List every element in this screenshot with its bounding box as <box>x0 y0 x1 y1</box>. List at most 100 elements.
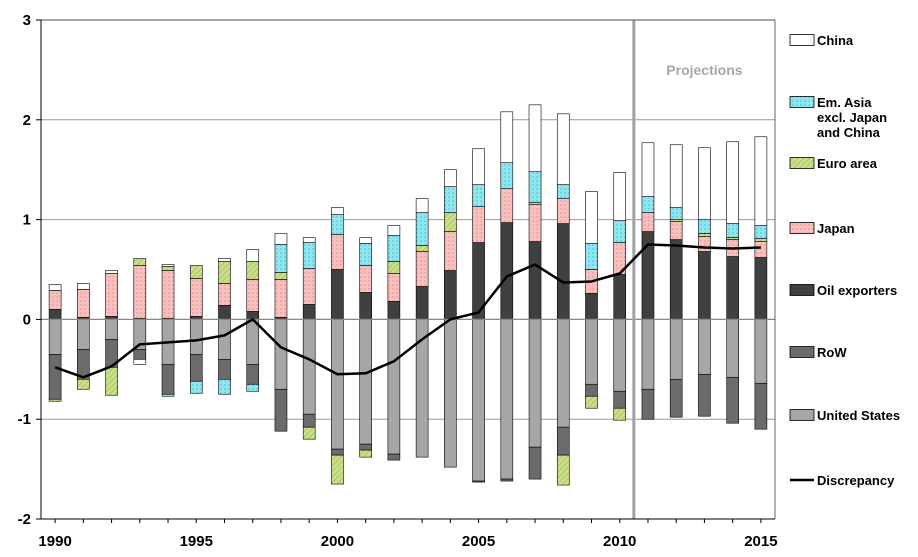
bar-china-1996 <box>218 258 231 262</box>
bar-em-asia-excl-japan-and-china-2003 <box>415 212 429 246</box>
projections-label: Projections <box>666 62 742 78</box>
bar-euro-area-1997 <box>246 261 260 280</box>
legend-label-united-states: United States <box>817 408 900 423</box>
bar-euro-area-1999 <box>302 426 316 440</box>
bar-china-1999 <box>302 237 316 243</box>
bar-japan-2007 <box>528 204 542 242</box>
bar-euro-area-2008 <box>556 454 570 486</box>
bar-em-asia-excl-japan-and-china-1997 <box>246 383 260 392</box>
bar-japan-1999 <box>302 268 316 305</box>
bar-euro-area-2002 <box>387 261 401 274</box>
bar-china-1997 <box>246 249 260 262</box>
x-tick-label-2005: 2005 <box>462 533 495 550</box>
bar-row-1996 <box>218 359 231 380</box>
legend-label-euro-area: Euro area <box>817 156 878 171</box>
bars <box>48 104 768 486</box>
bar-euro-area-1993 <box>133 258 147 266</box>
bar-em-asia-excl-japan-and-china-2011 <box>641 196 655 213</box>
bar-oil-exporters-2000 <box>331 269 344 320</box>
axes: -2 -1 0 1 2 3 1990 1995 2000 2005 2010 2015 <box>18 12 778 550</box>
bar-china-2012 <box>669 144 683 208</box>
bar-oil-exporters-2003 <box>415 286 429 320</box>
legend-label-discrepancy: Discrepancy <box>817 473 895 488</box>
legend-label-oil-exporters: Oil exporters <box>817 283 897 298</box>
bar-oil-exporters-2002 <box>387 301 401 320</box>
bar-row-2011 <box>641 388 655 420</box>
bar-euro-area-2004 <box>444 212 457 232</box>
bar-oil-exporters-2008 <box>556 223 570 320</box>
y-tick-label-1: 1 <box>23 212 31 229</box>
bar-united-states-2013 <box>698 319 711 375</box>
bar-euro-area-2000 <box>331 454 344 485</box>
legend-swatch-japan <box>789 222 815 234</box>
bar-em-asia-excl-japan-and-china-2006 <box>500 162 514 189</box>
bar-china-2007 <box>528 104 542 172</box>
bar-united-states-1990 <box>48 319 62 355</box>
bar-em-asia-excl-japan-and-china-2004 <box>444 186 457 213</box>
discrepancy-line-layer <box>54 243 761 379</box>
bar-oil-exporters-2009 <box>585 293 598 320</box>
bar-oil-exporters-2010 <box>613 274 627 320</box>
bar-em-asia-excl-japan-and-china-2005 <box>472 184 485 207</box>
bar-united-states-1992 <box>105 319 118 340</box>
bar-euro-area-2001 <box>359 449 372 458</box>
bar-united-states-1996 <box>218 319 231 360</box>
bar-china-1991 <box>77 283 90 290</box>
bar-china-2005 <box>472 148 485 185</box>
bar-japan-1997 <box>246 279 260 312</box>
bar-euro-area-2013 <box>698 233 711 237</box>
bar-row-2014 <box>726 376 739 424</box>
bar-em-asia-excl-japan-and-china-2010 <box>613 220 627 243</box>
x-tick-label-2010: 2010 <box>603 533 636 550</box>
bar-china-2006 <box>500 111 514 164</box>
bar-em-asia-excl-japan-and-china-2014 <box>726 223 739 238</box>
bar-euro-area-1998 <box>274 272 288 280</box>
bar-em-asia-excl-japan-and-china-1995 <box>189 380 203 394</box>
bar-row-2015 <box>754 382 768 430</box>
bar-row-2008 <box>556 426 570 456</box>
bar-japan-1998 <box>274 279 288 318</box>
bar-japan-2001 <box>359 265 372 293</box>
bar-em-asia-excl-japan-and-china-2015 <box>754 225 768 239</box>
bar-united-states-2015 <box>754 319 768 384</box>
bar-row-2013 <box>698 373 711 417</box>
bar-united-states-2004 <box>444 319 457 468</box>
bar-united-states-2005 <box>472 319 485 482</box>
legend-label-em-asia-excl-japan-and-china-line-2: excl. Japan <box>817 110 887 125</box>
bar-japan-2011 <box>641 212 655 232</box>
bar-united-states-2008 <box>556 319 570 428</box>
bar-row-1995 <box>189 354 203 382</box>
bar-euro-area-1991 <box>77 378 90 390</box>
bar-united-states-2001 <box>359 319 372 445</box>
bar-em-asia-excl-japan-and-china-2009 <box>585 243 598 270</box>
gridlines <box>41 19 775 420</box>
bar-china-1998 <box>274 233 288 245</box>
bar-row-2012 <box>669 378 683 418</box>
bar-japan-1991 <box>77 289 90 318</box>
bar-united-states-1991 <box>77 319 90 350</box>
bar-china-2000 <box>331 207 344 215</box>
bar-china-1993 <box>133 359 147 365</box>
bar-japan-2002 <box>387 273 401 302</box>
bar-united-states-1998 <box>274 319 288 390</box>
bar-united-states-1997 <box>246 319 260 365</box>
bar-row-2002 <box>387 453 401 461</box>
y-tick-label-2: 2 <box>23 112 31 129</box>
bar-japan-2013 <box>698 236 711 252</box>
bar-china-2014 <box>726 141 739 224</box>
bar-row-2001 <box>359 443 372 451</box>
legend-swatch-united-states <box>789 409 815 421</box>
bar-em-asia-excl-japan-and-china-2001 <box>359 243 372 266</box>
bar-oil-exporters-2004 <box>444 270 457 320</box>
bar-china-2010 <box>613 172 627 221</box>
bar-euro-area-2003 <box>415 245 429 252</box>
bar-row-1993 <box>133 349 147 360</box>
bar-japan-2004 <box>444 231 457 271</box>
bar-euro-area-1990 <box>48 398 62 402</box>
bar-china-2011 <box>641 142 655 197</box>
legend-label-em-asia-excl-japan-and-china-line-3: and China <box>817 125 881 140</box>
legend-label-row: RoW <box>817 345 847 360</box>
bar-japan-1995 <box>189 278 203 317</box>
